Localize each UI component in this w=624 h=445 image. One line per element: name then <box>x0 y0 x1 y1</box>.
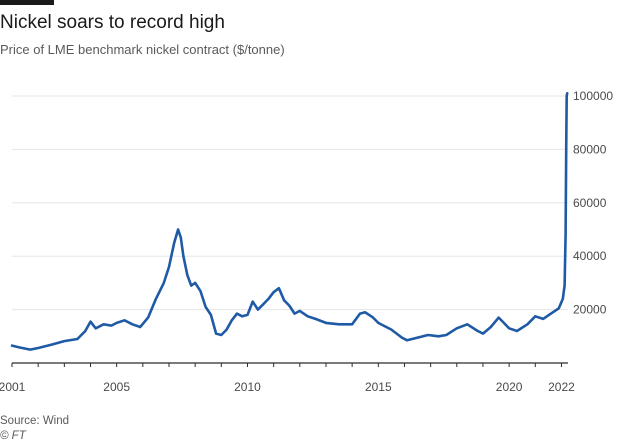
series-line <box>10 92 569 351</box>
x-axis <box>11 362 568 367</box>
y-tick-label: 80000 <box>573 142 607 156</box>
x-tick-label: 2020 <box>496 380 523 394</box>
y-tick-label: 60000 <box>573 196 607 210</box>
source-note: Source: Wind <box>0 415 70 427</box>
y-tick-label: 40000 <box>573 249 607 263</box>
x-tick-label: 2015 <box>365 380 392 394</box>
chart-subtitle: Price of LME benchmark nickel contract (… <box>0 42 285 57</box>
x-tick-label: 2005 <box>103 380 130 394</box>
gridlines <box>12 95 568 311</box>
x-tick-label: 2001 <box>0 380 26 394</box>
series-group <box>10 92 569 351</box>
y-axis-labels: 20000 40000 60000 80000 100000 <box>573 89 613 317</box>
x-tick-label: 2010 <box>234 380 261 394</box>
y-tick-label: 20000 <box>573 303 607 317</box>
x-axis-labels: 2001 2005 2010 2015 2020 2022 <box>0 380 575 394</box>
chart-title: Nickel soars to record high <box>0 12 225 33</box>
y-tick-label: 100000 <box>573 89 613 103</box>
brand-bar <box>0 0 54 5</box>
copyright-note: © FT <box>0 430 26 442</box>
x-tick-label: 2022 <box>548 380 575 394</box>
